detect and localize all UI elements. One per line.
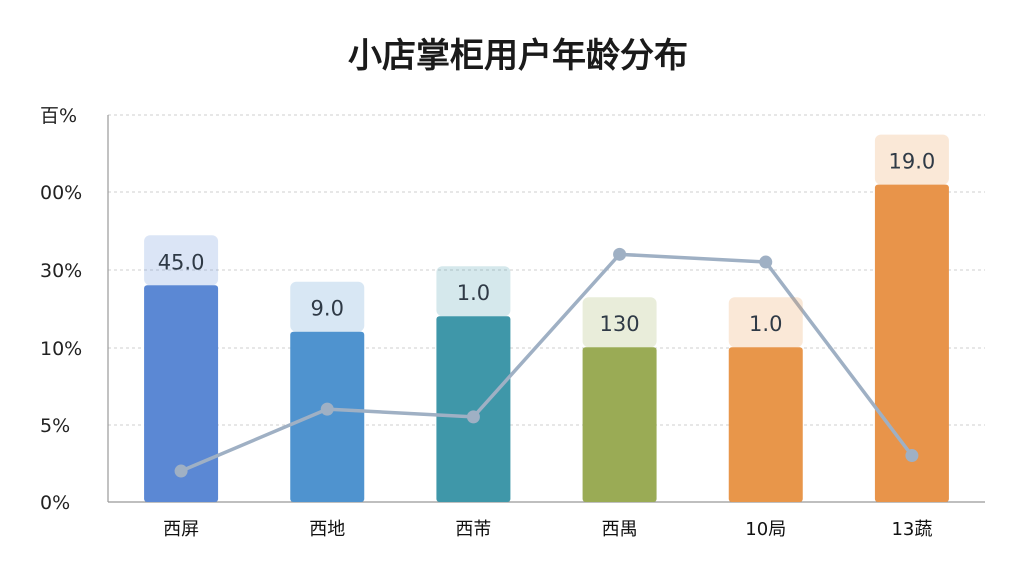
data-label-bubble	[290, 281, 365, 332]
x-tick-label: 西芾	[455, 519, 491, 540]
trend-point	[320, 402, 334, 416]
trend-point	[759, 255, 773, 269]
chart-title: 小店掌柜用户年龄分布	[348, 36, 688, 76]
data-label: 1.0	[457, 281, 490, 305]
y-tick-label: 10%	[40, 338, 82, 360]
bar	[144, 285, 219, 502]
grid-lines	[107, 114, 985, 503]
trend-point	[174, 464, 188, 478]
trend-line	[180, 252, 914, 473]
x-tick-label: 西地	[309, 519, 345, 540]
data-label-bubble	[144, 235, 219, 286]
bar	[874, 184, 949, 502]
data-label: 19.0	[889, 150, 936, 174]
trend-point	[905, 449, 919, 463]
bar	[582, 347, 657, 502]
trend-point	[466, 410, 480, 424]
data-labels: 45.0 9.0 1.0 130 1.0 19.0	[144, 134, 949, 348]
data-label: 45.0	[158, 250, 205, 274]
data-label: 130	[600, 312, 640, 336]
bar	[728, 347, 803, 502]
y-tick-label: 0%	[40, 492, 70, 514]
data-label-bubble	[728, 297, 803, 348]
bar	[290, 331, 365, 502]
line-series	[174, 247, 919, 478]
x-axis-ticks: 西屏 西地 西芾 西禺 10局 13蔬	[163, 519, 932, 540]
y-axis-ticks: 0% 5% 10% 30% 00% 百%	[40, 105, 82, 514]
x-tick-label: 13蔬	[891, 519, 932, 540]
data-label-bubble	[582, 297, 657, 348]
data-label-bubble	[436, 266, 511, 317]
x-tick-label: 10局	[745, 519, 786, 540]
data-label: 9.0	[311, 297, 344, 321]
y-tick-label: 5%	[40, 415, 70, 437]
data-label: 1.0	[749, 312, 782, 336]
data-label-bubble	[874, 134, 949, 185]
bar-series	[144, 184, 949, 502]
y-tick-label: 30%	[40, 260, 82, 282]
x-tick-label: 西屏	[163, 519, 199, 540]
bar	[436, 316, 511, 502]
trend-point	[613, 247, 627, 261]
y-tick-label: 百%	[40, 105, 77, 127]
y-tick-label: 00%	[40, 182, 82, 204]
x-tick-label: 西禺	[602, 519, 638, 540]
